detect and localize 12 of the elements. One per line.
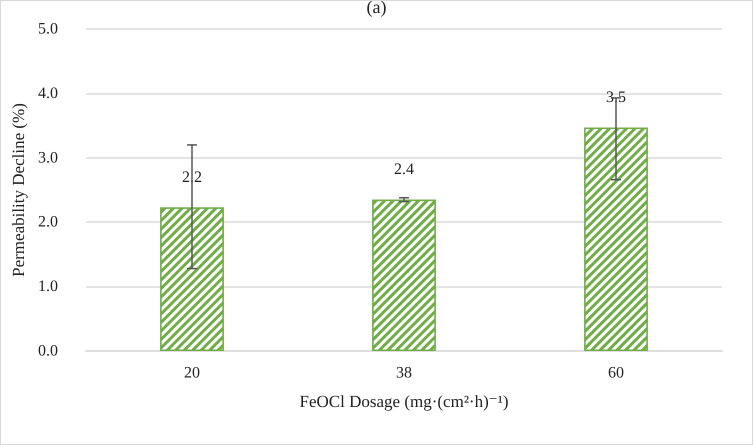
y-axis-title: Permeability Decline (%) [9,103,28,277]
x-tick-label: 38 [396,364,412,382]
x-tick-label: 20 [184,364,200,382]
y-tick-label: 1.0 [38,278,58,296]
x-axis-title: FeOCl Dosage (mg·(cm²·h)⁻¹) [300,392,508,411]
data-label: 2.4 [394,161,414,178]
y-tick-label: 5.0 [38,20,58,38]
x-tick-label: 60 [608,364,624,382]
y-tick-label: 0.0 [38,342,58,360]
y-tick-label: 4.0 [38,84,58,102]
y-tick-label: 3.0 [38,149,58,166]
y-tick-label: 2.0 [38,214,58,231]
